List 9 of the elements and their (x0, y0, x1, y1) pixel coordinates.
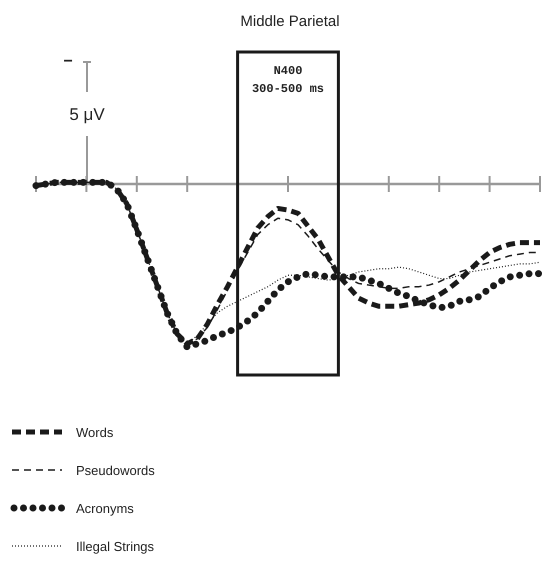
legend-label: Words (76, 425, 114, 440)
text: − (63, 53, 73, 70)
text: N400 (274, 64, 302, 78)
chart-title: Middle Parietal (240, 13, 340, 30)
legend-label: Acronyms (76, 501, 134, 516)
text: 300-500 ms (252, 82, 324, 96)
legend-label: Illegal Strings (76, 539, 155, 554)
text: 5 μV (69, 105, 106, 124)
legend-label: Pseudowords (76, 463, 156, 478)
